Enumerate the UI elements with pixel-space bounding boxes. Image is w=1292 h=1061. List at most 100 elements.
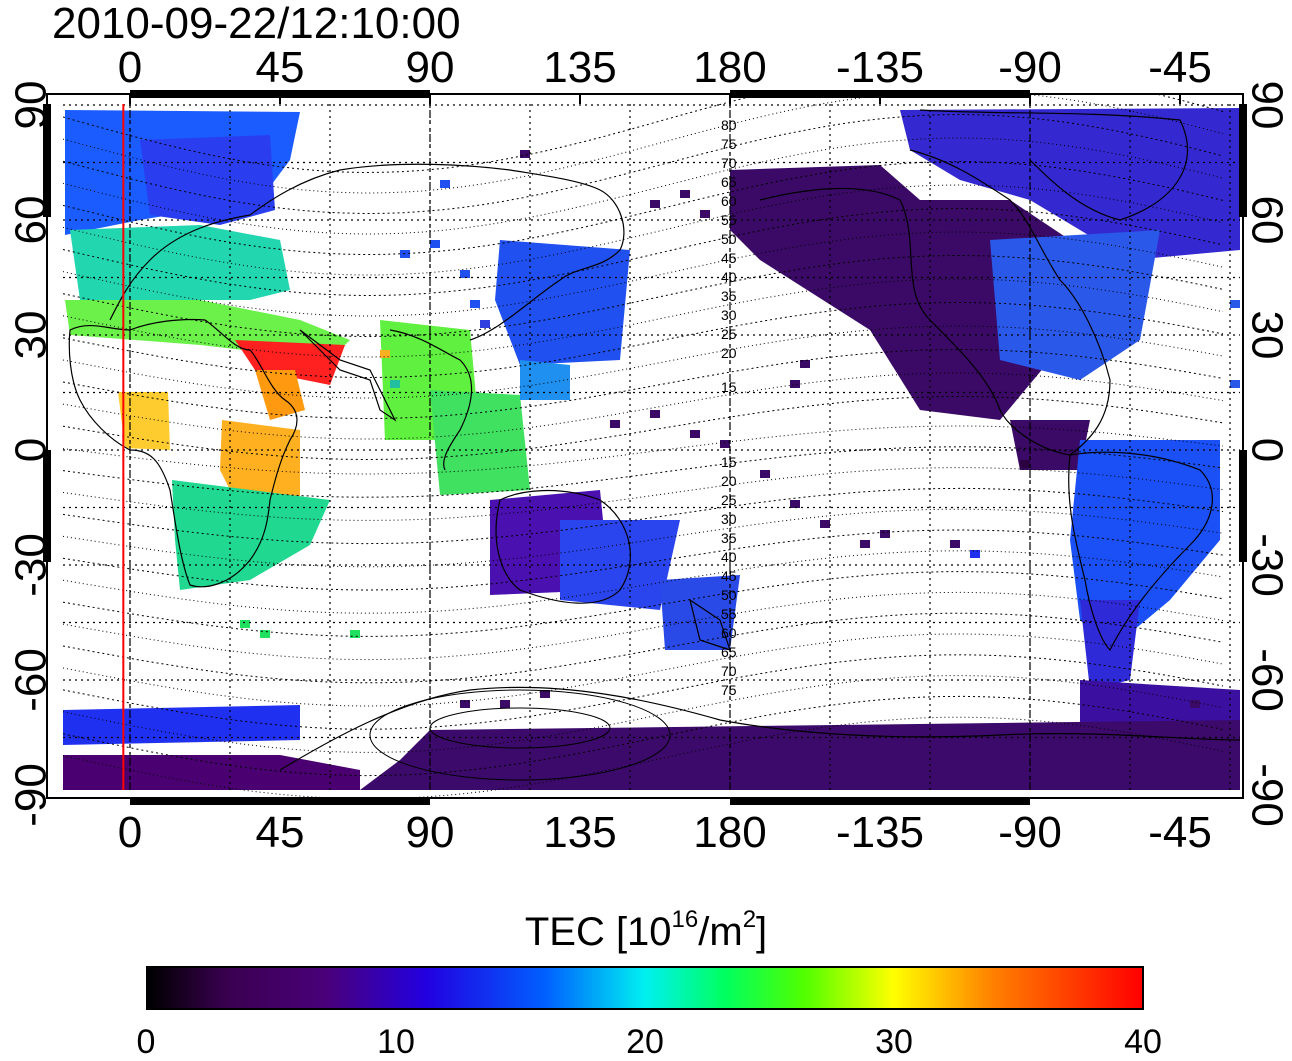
left-lat-tick: -90 [6,763,55,827]
tec-region-japan [520,360,570,400]
right-latitude-ticks: 90 60 30 0 -30 -60 -90 [1243,81,1292,827]
contour-label-north: 55 [721,212,737,228]
contour-line [62,695,1224,777]
left-latitude-ticks: 90 60 30 0 -30 -60 -90 [6,81,55,827]
contour-line [62,529,1224,591]
contour-line [62,508,1224,568]
tec-patch [720,440,730,448]
contour-line [62,550,1224,614]
colorbar-label-suffix: ] [756,910,768,954]
colorbar-tick-10: 10 [377,1023,415,1061]
contour-label-south: 70 [721,663,737,679]
tec-patch [240,620,250,628]
contour-label-south: 45 [721,568,737,584]
left-lat-tick: -60 [6,648,55,712]
contour-label-north: 45 [721,250,737,266]
contour-label-north: 80 [721,117,737,133]
tec-patch [1020,460,1030,468]
bottom-lon-tick: 135 [543,808,616,857]
contour-line [62,675,1224,753]
tec-patch [500,700,510,708]
bottom-lon-tick: 0 [118,808,142,857]
tec-map: 0 45 90 135 180 -135 -90 -45 0 45 90 135 180 -135 -90… [6,43,1292,857]
tec-patch [800,360,810,368]
contour-line [62,716,1224,798]
contour-label-south: 75 [721,682,737,698]
top-lon-tick: -45 [1148,43,1212,92]
contour-line [62,160,1224,256]
tec-patch [350,630,360,638]
tec-patch [760,470,770,478]
tec-region-greenland [900,108,1240,260]
contour-line [62,348,1224,420]
contour-line [62,278,1224,358]
contour-loop [429,707,611,749]
right-axis-bar-2 [1239,450,1247,562]
tec-patch [470,300,480,308]
tec-region-east-africa [220,420,300,510]
contour-label-south: 20 [721,473,737,489]
left-lat-tick: 0 [6,438,55,462]
contour-line [62,612,1224,684]
tec-region-north-america [730,165,1080,420]
tec-patch [430,240,440,248]
top-lon-tick: 45 [256,43,305,92]
tec-region-antarctica-edge [63,705,300,745]
bottom-axis-bar [130,797,430,805]
tec-patch [700,210,710,218]
contour-label-south: 40 [721,549,737,565]
tec-patch [950,540,960,548]
tec-patch [520,150,530,158]
right-lat-tick: 60 [1243,196,1292,245]
tec-patch [1230,380,1240,388]
bottom-lon-tick: 180 [693,808,766,857]
tec-patch [460,270,470,278]
left-lat-tick: 30 [6,311,55,360]
contour-label-south: 50 [721,587,737,603]
contour-line [62,254,1224,338]
tec-patch [880,530,890,538]
colorbar-tick-40: 40 [1124,1023,1162,1061]
contour-line [62,487,1224,545]
tec-patch [390,380,400,388]
contour-line [62,231,1224,317]
right-lat-tick: -60 [1243,648,1292,712]
bottom-lon-tick: -90 [998,808,1062,857]
top-lon-tick: 90 [406,43,455,92]
left-lat-tick: -30 [6,533,55,597]
tec-region-south-africa [172,480,330,590]
contour-line [62,591,1224,661]
contour-label-north: 15 [721,379,737,395]
tec-patch [650,200,660,208]
contour-label-north: 35 [721,288,737,304]
bottom-lon-tick: 90 [406,808,455,857]
tec-patch [860,540,870,548]
contour-loop [369,689,671,781]
tec-patch [1190,700,1200,708]
tec-patch [820,520,830,528]
magnetic-latitude-contours [62,94,1224,798]
tec-patch [610,420,620,428]
left-lat-tick: 60 [6,196,55,245]
coastlines [68,109,1241,771]
tec-region-antarctica-west [63,755,360,790]
colorbar-tick-0: 0 [136,1023,156,1061]
right-lat-tick: 30 [1243,311,1292,360]
contour-label-south: 65 [721,644,737,660]
contour-line [62,446,1224,498]
tec-region-se-asia [430,390,530,495]
contour-line [62,571,1224,637]
left-axis-bar-2 [43,450,51,562]
bottom-lon-tick: -45 [1148,808,1212,857]
colorbar-tick-20: 20 [626,1023,664,1061]
tec-region-scandinavia [140,135,275,225]
left-axis-bar [43,104,51,217]
tec-patch [650,410,660,418]
contour-line [62,94,1224,174]
colorbar [146,966,1144,1010]
tec-region-arabia [235,340,345,385]
contour-label-south: 35 [721,530,737,546]
bottom-longitude-ticks: 0 45 90 135 180 -135 -90 -45 [118,808,1212,857]
contour-labels: 80 75 70 65 60 55 50 45 40 35 30 25 20 15 15 20 25 30 35 40… [721,117,737,698]
tec-region-east-us [990,230,1160,380]
